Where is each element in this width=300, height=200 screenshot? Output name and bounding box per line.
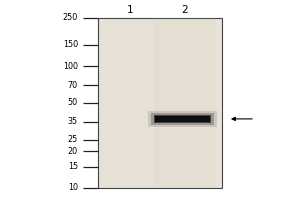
FancyBboxPatch shape [154, 115, 211, 123]
Text: 2: 2 [182, 5, 188, 15]
FancyBboxPatch shape [148, 111, 218, 127]
Text: 70: 70 [68, 81, 78, 90]
Text: 25: 25 [68, 135, 78, 144]
Text: 50: 50 [68, 98, 78, 107]
Text: 150: 150 [63, 40, 78, 49]
FancyBboxPatch shape [98, 18, 222, 188]
Text: 35: 35 [68, 117, 78, 126]
Text: 15: 15 [68, 162, 78, 171]
Text: 250: 250 [63, 14, 78, 22]
Text: 100: 100 [63, 62, 78, 71]
Text: 10: 10 [68, 184, 78, 192]
Text: 20: 20 [68, 147, 78, 156]
FancyBboxPatch shape [152, 113, 214, 125]
Text: 1: 1 [127, 5, 133, 15]
FancyBboxPatch shape [155, 116, 210, 122]
FancyBboxPatch shape [154, 18, 216, 188]
